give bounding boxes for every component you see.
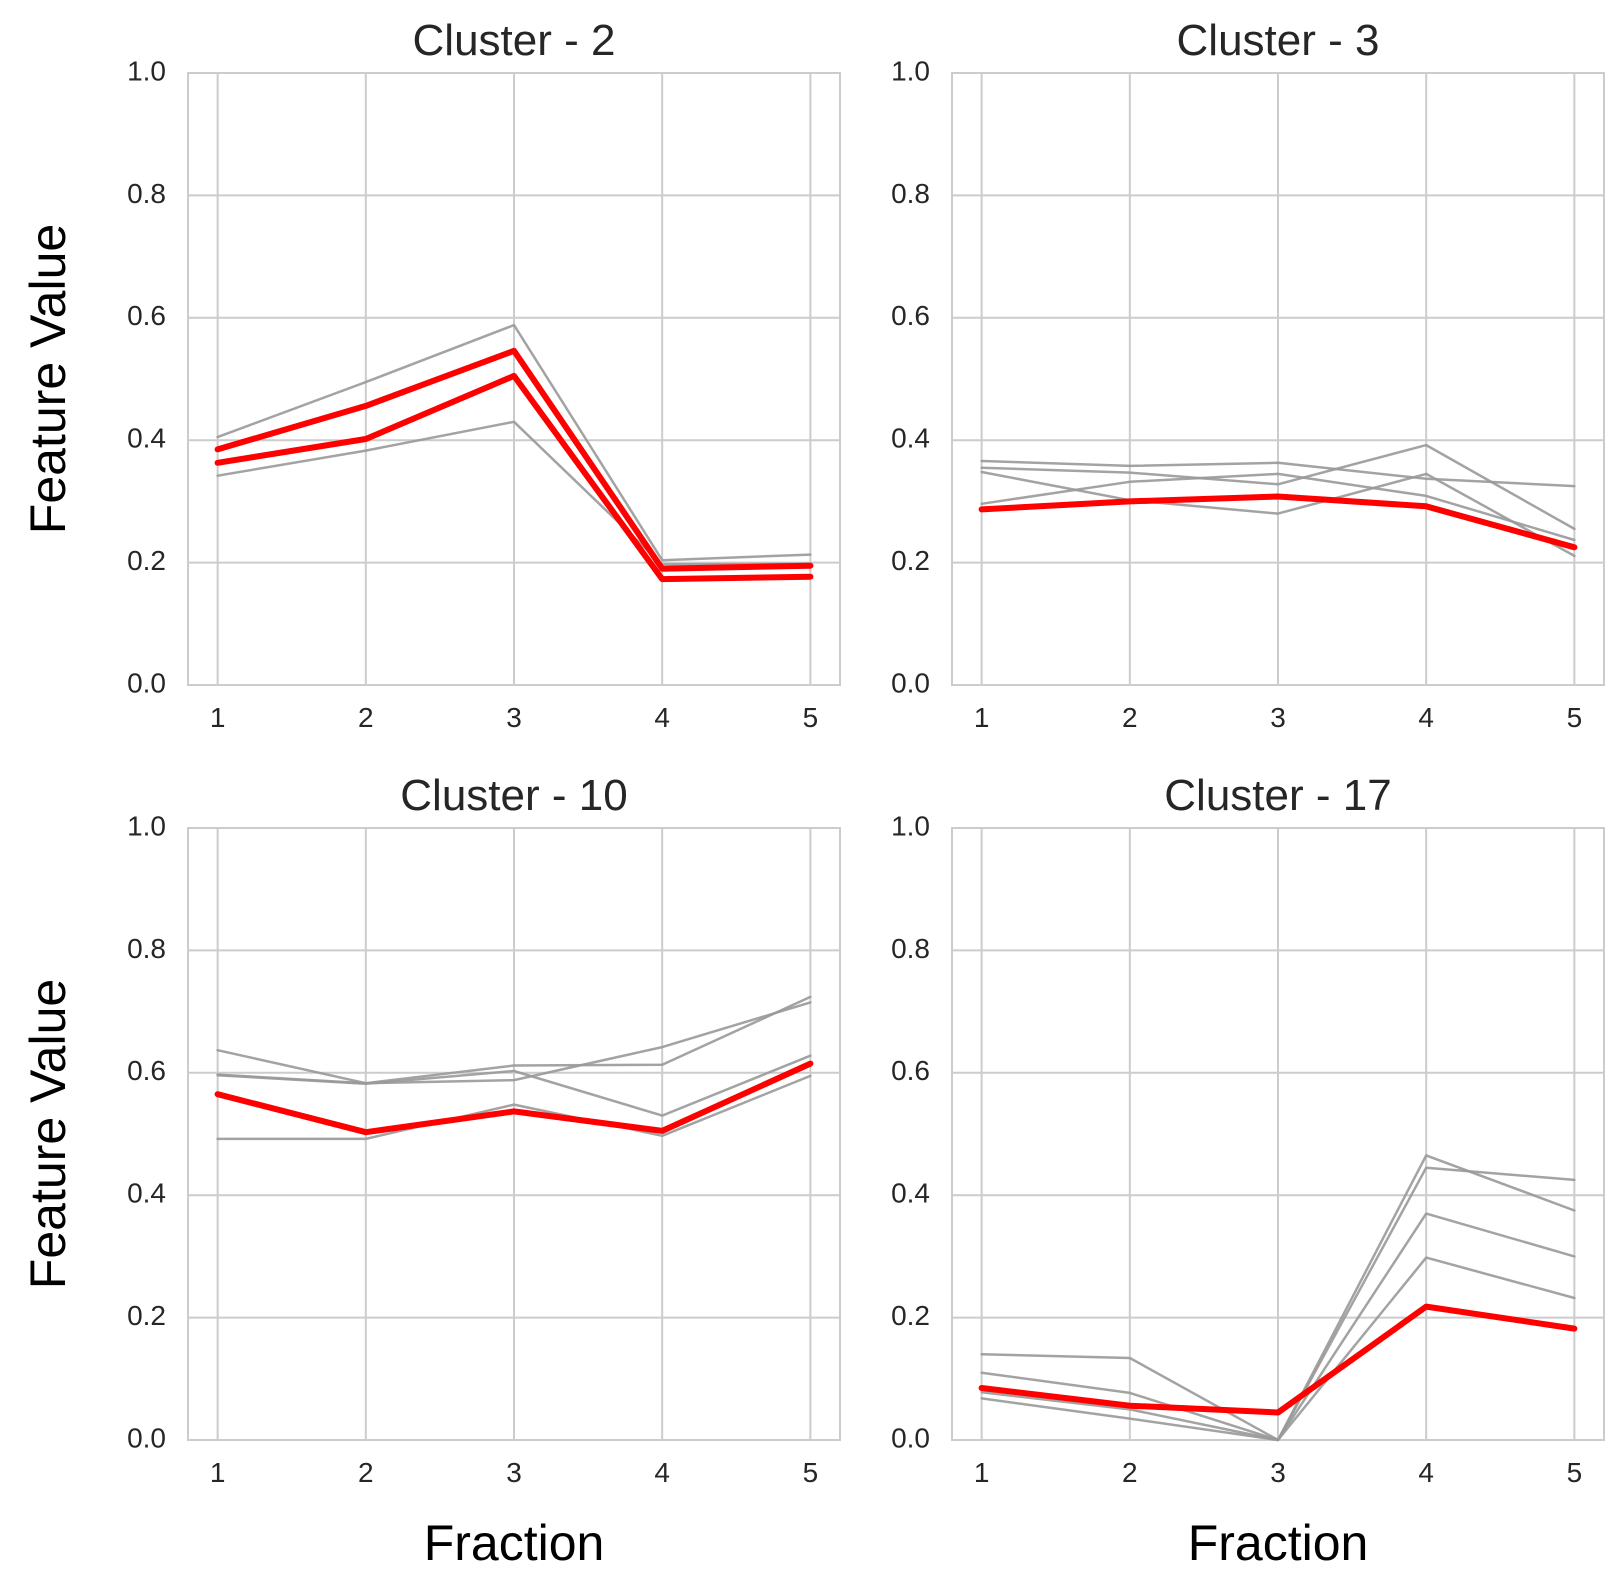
member-series-line bbox=[980, 470, 1576, 558]
subplot-4: 0.0 0.2 0.4 0.6 0.8 1.0 1 2 3 4 5 Cluster - 17 Fract… bbox=[891, 771, 1605, 1571]
y-tick-label: 0.0 bbox=[127, 667, 166, 698]
x-tick-label: 4 bbox=[1418, 1457, 1434, 1488]
x-tick-label: 2 bbox=[358, 702, 374, 733]
x-tick-label: 3 bbox=[1270, 702, 1286, 733]
member-series-line bbox=[216, 420, 812, 566]
x-tick-label: 2 bbox=[358, 1457, 374, 1488]
member-series-line bbox=[980, 472, 1576, 542]
member-series-line bbox=[980, 443, 1576, 531]
x-tick-label: 5 bbox=[1567, 1457, 1583, 1488]
y-tick-label: 0.8 bbox=[891, 933, 930, 964]
y-tick-label: 0.0 bbox=[891, 1422, 930, 1453]
x-tick-label: 3 bbox=[506, 702, 522, 733]
highlight-series-line bbox=[978, 1303, 1578, 1416]
x-axis-label: Fraction bbox=[424, 1515, 605, 1571]
y-axis-label: Feature Value bbox=[20, 224, 76, 534]
y-tick-label: 1.0 bbox=[891, 55, 930, 86]
subplot-3: 0.0 0.2 0.4 0.6 0.8 1.0 1 2 3 4 5 Cluster - 10 Featu… bbox=[20, 771, 841, 1571]
x-tick-label: 1 bbox=[210, 1457, 226, 1488]
x-tick-label: 1 bbox=[210, 702, 226, 733]
y-tick-label: 0.8 bbox=[127, 933, 166, 964]
y-tick-label: 0.4 bbox=[127, 423, 166, 454]
y-tick-label: 1.0 bbox=[127, 810, 166, 841]
x-tick-label: 5 bbox=[803, 1457, 819, 1488]
x-tick-label: 5 bbox=[1567, 702, 1583, 733]
y-tick-label: 0.8 bbox=[891, 178, 930, 209]
y-tick-label: 1.0 bbox=[127, 55, 166, 86]
y-tick-label: 0.6 bbox=[127, 1055, 166, 1086]
y-tick-label: 0.0 bbox=[891, 667, 930, 698]
member-series-line bbox=[216, 1074, 812, 1141]
member-series-line bbox=[980, 1256, 1576, 1442]
y-tick-label: 0.4 bbox=[891, 423, 930, 454]
member-series-line bbox=[216, 995, 812, 1085]
x-tick-label: 4 bbox=[654, 1457, 670, 1488]
y-tick-label: 0.2 bbox=[891, 545, 930, 576]
x-tick-label: 2 bbox=[1122, 702, 1138, 733]
highlight-series-line bbox=[214, 372, 814, 583]
x-tick-label: 1 bbox=[974, 702, 990, 733]
subplot-title: Cluster - 17 bbox=[1164, 771, 1391, 820]
axes-frame bbox=[951, 72, 1605, 686]
subplot-title: Cluster - 2 bbox=[413, 16, 616, 65]
y-axis-label: Feature Value bbox=[20, 979, 76, 1289]
y-tick-label: 0.0 bbox=[127, 1422, 166, 1453]
x-tick-label: 5 bbox=[803, 702, 819, 733]
x-tick-label: 1 bbox=[974, 1457, 990, 1488]
member-series-line bbox=[216, 323, 812, 562]
y-tick-label: 0.2 bbox=[127, 1300, 166, 1331]
axes-frame bbox=[187, 72, 841, 686]
highlight-series-line bbox=[214, 347, 814, 572]
subplot-2: 0.0 0.2 0.4 0.6 0.8 1.0 1 2 3 4 5 Cluster - 3 bbox=[891, 16, 1605, 733]
axes-frame bbox=[187, 827, 841, 1441]
y-tick-label: 0.6 bbox=[891, 1055, 930, 1086]
y-tick-label: 0.6 bbox=[891, 300, 930, 331]
y-tick-label: 0.4 bbox=[127, 1178, 166, 1209]
x-tick-label: 3 bbox=[506, 1457, 522, 1488]
x-tick-label: 4 bbox=[654, 702, 670, 733]
subplot-title: Cluster - 3 bbox=[1177, 16, 1380, 65]
y-tick-label: 0.2 bbox=[127, 545, 166, 576]
highlight-series-line bbox=[978, 493, 1578, 551]
subplot-1: 0.0 0.2 0.4 0.6 0.8 1.0 1 2 3 4 5 Cluster - 2 Featur… bbox=[20, 16, 841, 733]
x-axis-label: Fraction bbox=[1188, 1515, 1369, 1571]
x-tick-label: 4 bbox=[1418, 702, 1434, 733]
x-tick-label: 3 bbox=[1270, 1457, 1286, 1488]
y-tick-label: 0.4 bbox=[891, 1178, 930, 1209]
y-tick-label: 0.8 bbox=[127, 178, 166, 209]
highlight-series-line bbox=[214, 1060, 814, 1136]
x-tick-label: 2 bbox=[1122, 1457, 1138, 1488]
member-series-line bbox=[216, 1054, 812, 1117]
y-tick-label: 0.6 bbox=[127, 300, 166, 331]
y-tick-label: 1.0 bbox=[891, 810, 930, 841]
member-series-line bbox=[980, 459, 1576, 488]
y-tick-label: 0.2 bbox=[891, 1300, 930, 1331]
subplot-title: Cluster - 10 bbox=[400, 771, 627, 820]
